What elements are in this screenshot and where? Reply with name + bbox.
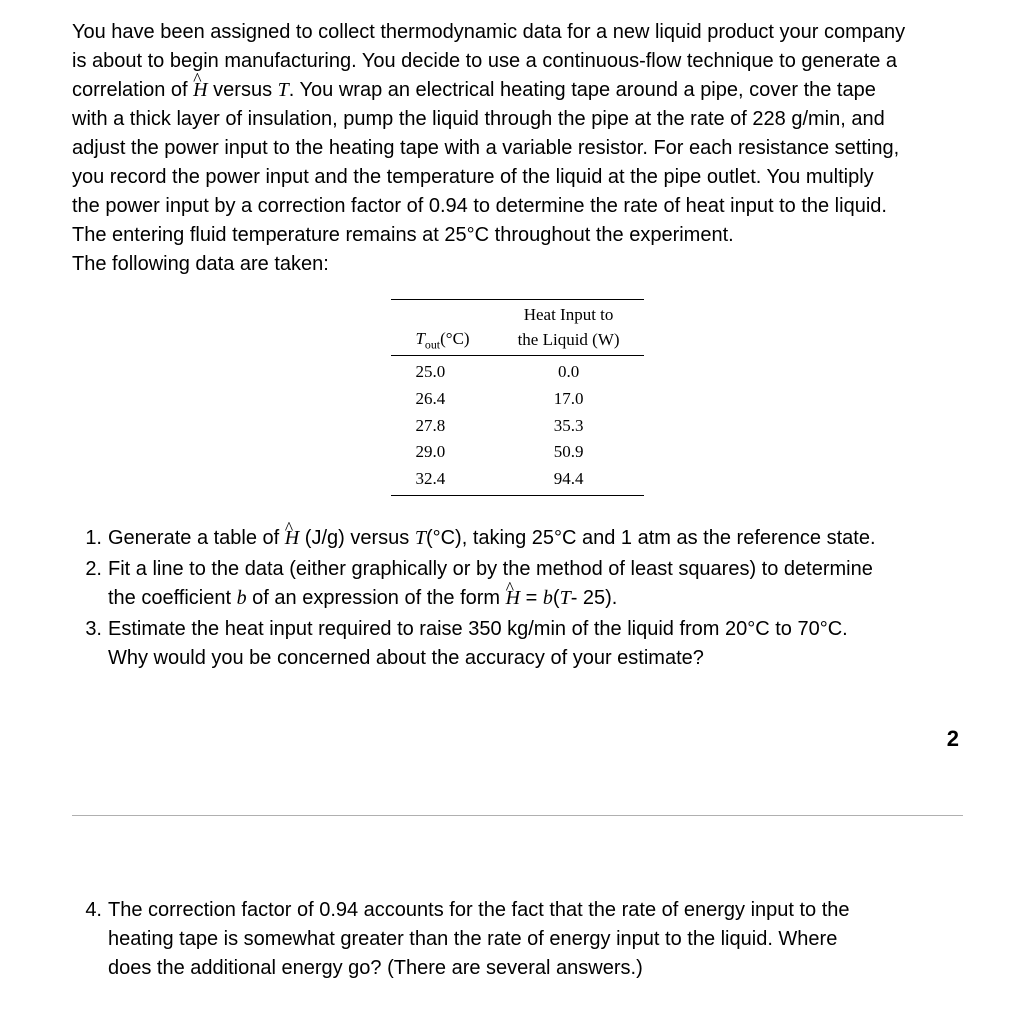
question-3: 3. Estimate the heat input required to r…	[108, 615, 963, 673]
cell: 35.3	[494, 413, 644, 440]
intro-line: adjust the power input to the heating ta…	[72, 137, 899, 159]
intro-line: The following data are taken:	[72, 253, 329, 275]
q-text: The correction factor of 0.94 accounts f…	[108, 899, 850, 921]
h-hat-symbol: H	[506, 584, 520, 613]
q-num: 3.	[72, 615, 102, 644]
heat-h2: the Liquid (W)	[518, 330, 620, 349]
t-label: T	[415, 329, 424, 348]
q-text: of an expression of the form	[247, 587, 506, 609]
intro-line: with a thick layer of insulation, pump t…	[72, 108, 885, 130]
cell: 29.0	[391, 439, 493, 466]
intro-line: the power input by a correction factor o…	[72, 195, 887, 217]
table-body: 25.00.0 26.417.0 27.835.3 29.050.9 32.49…	[391, 356, 643, 496]
cell: 94.4	[494, 466, 644, 496]
t-symbol: T	[278, 79, 289, 101]
q-text: (J/g) versus	[299, 527, 415, 549]
table-row: 32.494.4	[391, 466, 643, 496]
table-row: 26.417.0	[391, 386, 643, 413]
cell: 50.9	[494, 439, 644, 466]
t-symbol: T	[560, 587, 571, 609]
b-symbol: b	[543, 587, 553, 609]
q-text: heating tape is somewhat greater than th…	[108, 928, 837, 950]
q-text: Estimate the heat input required to rais…	[108, 618, 848, 640]
q-text: (°C), taking 25°C and 1 atm as the refer…	[426, 527, 876, 549]
q-num: 1.	[72, 524, 102, 553]
table-header-heat: Heat Input to the Liquid (W)	[494, 300, 644, 356]
cell: 26.4	[391, 386, 493, 413]
cell: 17.0	[494, 386, 644, 413]
q-text: the coefficient	[108, 587, 237, 609]
intro-paragraph: You have been assigned to collect thermo…	[72, 18, 963, 279]
q-text: Generate a table of	[108, 527, 285, 549]
cell: 27.8	[391, 413, 493, 440]
t-symbol: T	[415, 527, 426, 549]
q-text: Why would you be concerned about the acc…	[108, 647, 704, 669]
intro-line: You have been assigned to collect thermo…	[72, 21, 905, 43]
t-unit: (°C)	[440, 329, 469, 348]
cell: 0.0	[494, 356, 644, 386]
page-container: You have been assigned to collect thermo…	[0, 0, 1023, 1023]
cell: 32.4	[391, 466, 493, 496]
q-num: 4.	[72, 896, 102, 925]
q-text: does the additional energy go? (There ar…	[108, 957, 643, 979]
question-4: 4. The correction factor of 0.94 account…	[108, 896, 963, 983]
intro-line-part: correlation of H versus T. You wrap an e…	[72, 79, 876, 101]
table-header-tout: Tout(°C)	[391, 300, 493, 356]
table-row: 25.00.0	[391, 356, 643, 386]
questions-list: 1. Generate a table of H (J/g) versus T(…	[72, 524, 963, 673]
q-text: (	[553, 587, 560, 609]
question-4-block: 4. The correction factor of 0.94 account…	[72, 896, 963, 983]
t-sub: out	[425, 337, 440, 351]
table-row: 27.835.3	[391, 413, 643, 440]
q-num: 2.	[72, 555, 102, 584]
question-1: 1. Generate a table of H (J/g) versus T(…	[108, 524, 963, 553]
q-text: - 25).	[571, 587, 618, 609]
intro-line: you record the power input and the tempe…	[72, 166, 874, 188]
question-2: 2. Fit a line to the data (either graphi…	[108, 555, 963, 613]
intro-line: The entering fluid temperature remains a…	[72, 224, 734, 246]
page-number: 2	[72, 723, 963, 755]
page-divider	[72, 815, 963, 816]
q-text: =	[520, 587, 543, 609]
heat-h1: Heat Input to	[524, 305, 614, 324]
h-hat-symbol: H	[285, 524, 299, 553]
cell: 25.0	[391, 356, 493, 386]
table-row: 29.050.9	[391, 439, 643, 466]
b-symbol: b	[237, 587, 247, 609]
h-hat-symbol: H	[193, 76, 207, 105]
data-table: Tout(°C) Heat Input to the Liquid (W) 25…	[391, 299, 643, 496]
q-text: Fit a line to the data (either graphical…	[108, 558, 873, 580]
